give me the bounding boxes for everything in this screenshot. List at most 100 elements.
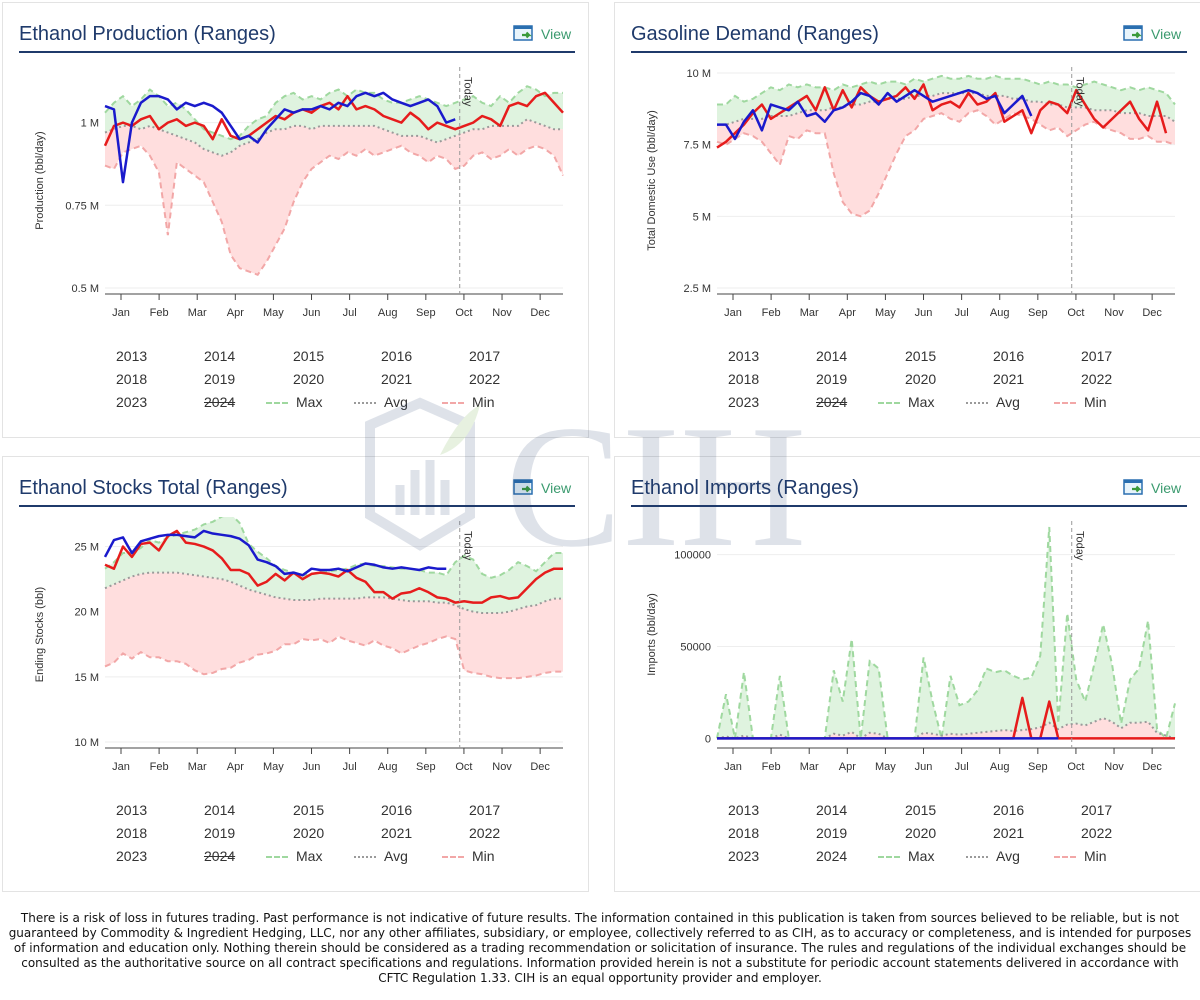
legend-item-2018[interactable]: 2018 bbox=[116, 371, 148, 387]
legend-item-max[interactable]: Max bbox=[878, 394, 934, 410]
view-export-icon bbox=[513, 479, 533, 495]
legend-item-2014[interactable]: 2014 bbox=[816, 348, 848, 364]
view-button[interactable]: View bbox=[513, 477, 571, 499]
legend-item-2015[interactable]: 2015 bbox=[905, 802, 937, 818]
legend-item-2015[interactable]: 2015 bbox=[293, 802, 325, 818]
x-tick-label: Aug bbox=[378, 307, 398, 319]
legend-label: Min bbox=[472, 394, 495, 410]
x-tick-label: Oct bbox=[455, 761, 472, 773]
legend-item-2023[interactable]: 2023 bbox=[728, 848, 760, 864]
x-tick-label: May bbox=[875, 307, 896, 319]
chart-panel: Gasoline Demand (Ranges) View 2.5 M 5 M 7.… bbox=[614, 2, 1200, 438]
legend-item-min[interactable]: Min bbox=[442, 394, 495, 410]
legend-item-2024[interactable]: 2024 bbox=[204, 394, 236, 410]
legend-item-2015[interactable]: 2015 bbox=[905, 348, 937, 364]
legend-item-2017[interactable]: 2017 bbox=[469, 802, 501, 818]
legend-item-2019[interactable]: 2019 bbox=[204, 371, 236, 387]
legend-item-2019[interactable]: 2019 bbox=[204, 825, 236, 841]
x-tick-label: Jul bbox=[955, 761, 969, 773]
view-button[interactable]: View bbox=[1123, 23, 1181, 45]
legend-item-2024[interactable]: 2024 bbox=[816, 394, 848, 410]
x-tick-label: Apr bbox=[839, 761, 856, 773]
chart-panel: Ethanol Imports (Ranges) View 0 50000 1000… bbox=[614, 456, 1200, 892]
legend-item-2022[interactable]: 2022 bbox=[1081, 825, 1113, 841]
legend-item-2017[interactable]: 2017 bbox=[469, 348, 501, 364]
legend-item-2021[interactable]: 2021 bbox=[993, 825, 1025, 841]
legend-swatch bbox=[1054, 856, 1076, 859]
legend-item-avg[interactable]: Avg bbox=[966, 394, 1020, 410]
legend-item-2020[interactable]: 2020 bbox=[293, 371, 325, 387]
legend-item-2023[interactable]: 2023 bbox=[116, 848, 148, 864]
view-button[interactable]: View bbox=[513, 23, 571, 45]
legend-label: Min bbox=[1084, 394, 1107, 410]
x-tick-label: Aug bbox=[378, 761, 398, 773]
chart-title: Ethanol Stocks Total (Ranges) bbox=[19, 477, 288, 499]
max-range-fill bbox=[105, 517, 563, 613]
x-tick-label: Jun bbox=[915, 761, 933, 773]
y-tick-label: 15 M bbox=[75, 672, 99, 684]
view-button[interactable]: View bbox=[1123, 477, 1181, 499]
legend-item-2015[interactable]: 2015 bbox=[293, 348, 325, 364]
legend-item-2019[interactable]: 2019 bbox=[816, 825, 848, 841]
legend-item-2014[interactable]: 2014 bbox=[816, 802, 848, 818]
legend-item-avg[interactable]: Avg bbox=[354, 394, 408, 410]
legend-item-2018[interactable]: 2018 bbox=[728, 825, 760, 841]
legend-item-2020[interactable]: 2020 bbox=[905, 371, 937, 387]
legend-item-2022[interactable]: 2022 bbox=[469, 371, 501, 387]
legend-item-2016[interactable]: 2016 bbox=[993, 348, 1025, 364]
legend-item-2023[interactable]: 2023 bbox=[728, 394, 760, 410]
chart-area: 10 M 15 M 20 M 25 M Jan Feb Mar Apr May Jun Jul Aug… bbox=[34, 517, 563, 773]
max-range-fill bbox=[717, 527, 1175, 739]
chart-area: 0.5 M 0.75 M 1 M Jan Feb Mar Apr May Jun Jul Aug Se… bbox=[34, 67, 564, 319]
legend-item-2021[interactable]: 2021 bbox=[381, 825, 413, 841]
legend-item-2024[interactable]: 2024 bbox=[204, 848, 236, 864]
legend-item-2013[interactable]: 2013 bbox=[116, 802, 148, 818]
legend-item-2024[interactable]: 2024 bbox=[816, 848, 848, 864]
legend-item-2020[interactable]: 2020 bbox=[905, 825, 937, 841]
legend-item-avg[interactable]: Avg bbox=[354, 848, 408, 864]
x-tick-label: Mar bbox=[800, 761, 819, 773]
legend-item-2018[interactable]: 2018 bbox=[116, 825, 148, 841]
legend-label: Min bbox=[1084, 848, 1107, 864]
legend-item-2017[interactable]: 2017 bbox=[1081, 802, 1113, 818]
legend-item-2022[interactable]: 2022 bbox=[469, 825, 501, 841]
x-tick-label: Sep bbox=[1028, 307, 1048, 319]
x-tick-label: Mar bbox=[188, 307, 207, 319]
legend-item-2013[interactable]: 2013 bbox=[116, 348, 148, 364]
legend-item-2013[interactable]: 2013 bbox=[728, 348, 760, 364]
min-line bbox=[104, 635, 563, 680]
legend-item-2020[interactable]: 2020 bbox=[293, 825, 325, 841]
legend-label: Max bbox=[296, 848, 323, 864]
legend-item-min[interactable]: Min bbox=[1054, 848, 1107, 864]
legend-item-2016[interactable]: 2016 bbox=[993, 802, 1025, 818]
legend-item-min[interactable]: Min bbox=[442, 848, 495, 864]
x-tick-label: Feb bbox=[762, 307, 781, 319]
x-tick-label: Jun bbox=[303, 307, 321, 319]
legend-item-min[interactable]: Min bbox=[1054, 394, 1107, 410]
legend-item-2016[interactable]: 2016 bbox=[381, 348, 413, 364]
legend-item-2021[interactable]: 2021 bbox=[993, 371, 1025, 387]
min-range-fill bbox=[105, 572, 563, 679]
legend-item-2023[interactable]: 2023 bbox=[116, 394, 148, 410]
legend-item-2022[interactable]: 2022 bbox=[1081, 371, 1113, 387]
x-tick-label: Apr bbox=[227, 307, 244, 319]
legend-item-max[interactable]: Max bbox=[878, 848, 934, 864]
title-rule bbox=[631, 505, 1187, 507]
legend-item-max[interactable]: Max bbox=[266, 848, 322, 864]
x-tick-label: Sep bbox=[416, 761, 436, 773]
legend-item-2021[interactable]: 2021 bbox=[381, 371, 413, 387]
x-tick-label: May bbox=[263, 307, 284, 319]
legend-item-2017[interactable]: 2017 bbox=[1081, 348, 1113, 364]
legend-item-avg[interactable]: Avg bbox=[966, 848, 1020, 864]
min-range-fill bbox=[717, 718, 1175, 739]
legend-item-2014[interactable]: 2014 bbox=[204, 802, 236, 818]
legend-label: Max bbox=[296, 394, 323, 410]
legend-item-2019[interactable]: 2019 bbox=[816, 371, 848, 387]
legend-item-2016[interactable]: 2016 bbox=[381, 802, 413, 818]
today-label: Today bbox=[1074, 531, 1086, 561]
legend-item-max[interactable]: Max bbox=[266, 394, 322, 410]
legend-item-2014[interactable]: 2014 bbox=[204, 348, 236, 364]
legend-item-2018[interactable]: 2018 bbox=[728, 371, 760, 387]
legend-item-2013[interactable]: 2013 bbox=[728, 802, 760, 818]
